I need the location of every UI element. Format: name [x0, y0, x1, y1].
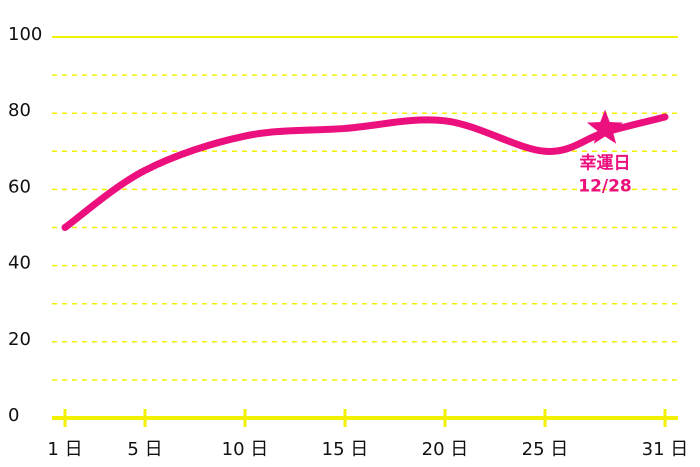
y-tick-label: 60: [8, 176, 31, 197]
star-marker: [586, 109, 624, 144]
x-tick-label: 20 日: [422, 439, 469, 460]
x-tick-label: 5 日: [127, 439, 162, 460]
y-tick-label: 40: [8, 253, 31, 274]
x-tick-label: 15 日: [322, 439, 369, 460]
y-tick-label: 20: [8, 329, 31, 350]
y-tick-label: 0: [8, 405, 19, 426]
annotation-label: 幸運日: [580, 152, 631, 173]
annotation-date: 12/28: [578, 176, 632, 196]
x-tick-label: 1 日: [47, 439, 82, 460]
line: [61, 113, 669, 231]
x-tick-label: 31 日: [642, 439, 689, 460]
x-tick-label: 25 日: [522, 439, 569, 460]
y-tick-label: 100: [8, 24, 42, 45]
y-tick-label: 80: [8, 100, 31, 121]
x-tick-label: 10 日: [222, 439, 269, 460]
